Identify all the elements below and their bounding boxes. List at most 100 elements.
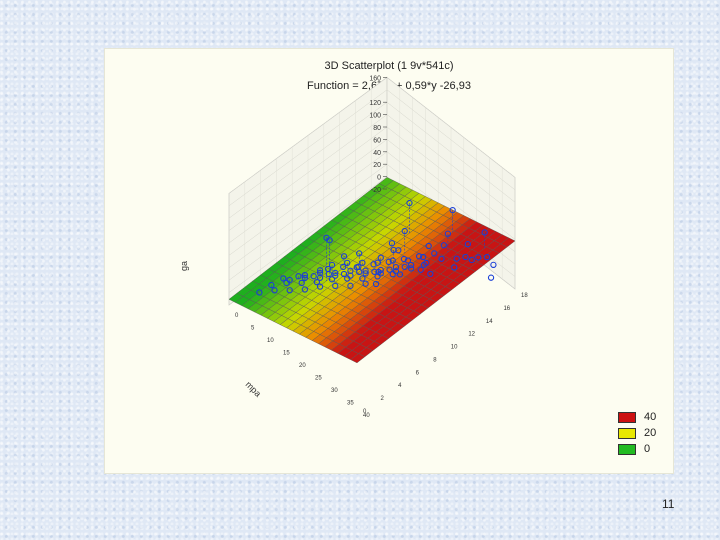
data-point — [332, 272, 339, 279]
data-point — [359, 259, 366, 266]
data-point — [362, 280, 369, 287]
data-point — [340, 253, 348, 260]
y-tick-label: 16 — [503, 306, 510, 312]
data-point — [271, 287, 278, 294]
data-point — [301, 274, 309, 282]
z-tick-label: 0 — [377, 175, 381, 182]
data-point — [451, 264, 458, 271]
data-point — [256, 289, 263, 296]
z-tick-label: 40 — [373, 150, 381, 157]
data-point — [372, 280, 380, 288]
data-point — [444, 230, 452, 237]
z-tick-label: -20 — [371, 187, 381, 194]
x-tick-label: 20 — [299, 363, 306, 369]
data-point — [406, 199, 413, 207]
data-point — [431, 250, 438, 257]
data-point — [377, 254, 384, 261]
x-tick-label: 35 — [347, 401, 354, 407]
data-point — [389, 271, 396, 278]
x-tick-label: 5 — [251, 326, 255, 332]
data-point — [438, 255, 445, 262]
data-point — [481, 229, 488, 236]
data-point — [415, 253, 423, 260]
y-tick-label: 8 — [433, 357, 437, 363]
surface-cell — [500, 237, 516, 248]
data-point — [400, 255, 408, 263]
data-point — [280, 275, 287, 282]
data-point — [316, 283, 324, 290]
data-point — [359, 275, 366, 282]
legend-label: 0 — [644, 443, 651, 455]
data-point — [347, 282, 354, 289]
data-point — [324, 265, 332, 273]
data-point — [355, 263, 362, 270]
legend-swatch-red — [618, 411, 636, 423]
data-point — [356, 250, 363, 257]
data-point — [332, 282, 339, 290]
data-point — [423, 259, 430, 267]
legend-swatch-green — [618, 443, 636, 455]
data-point — [286, 287, 293, 294]
z-tick-label: 160 — [369, 75, 381, 82]
data-point — [316, 274, 324, 281]
legend-item-20: 20 — [618, 425, 656, 441]
x-tick-label: 40 — [363, 413, 370, 419]
data-point — [283, 279, 290, 287]
z-tick-label: 60 — [373, 137, 381, 144]
x-tick-label: 0 — [235, 313, 239, 319]
data-points — [256, 199, 497, 296]
data-point — [313, 278, 321, 286]
data-point — [464, 241, 471, 248]
scatterplot-3d: 3D Scatterplot (1 9v*541c) Function = 2,… — [179, 60, 528, 419]
data-point — [295, 273, 302, 280]
data-point — [268, 281, 275, 289]
legend-swatch-yellow — [618, 427, 636, 439]
y-axis-label: mpa — [244, 379, 263, 398]
y-tick-label: 10 — [451, 345, 458, 351]
data-point — [301, 271, 309, 279]
data-point — [389, 257, 396, 264]
data-point — [374, 273, 381, 280]
z-tick-label: 100 — [369, 113, 381, 120]
legend-item-40: 40 — [618, 409, 656, 425]
data-point — [396, 271, 404, 278]
data-point — [385, 258, 392, 266]
data-point — [427, 270, 434, 278]
z-tick-label: 80 — [373, 125, 381, 132]
data-point — [401, 263, 408, 271]
data-point — [404, 257, 412, 264]
legend: 40 20 0 — [618, 409, 656, 457]
z-axis-label: ga — [179, 261, 189, 271]
y-tick-label: 2 — [381, 396, 385, 402]
data-point — [417, 266, 424, 273]
data-point — [453, 255, 460, 262]
z-tick-label: 120 — [369, 100, 381, 107]
x-tick-label: 10 — [267, 338, 274, 344]
data-point — [449, 207, 456, 214]
data-point — [419, 253, 427, 261]
data-point — [298, 279, 305, 287]
data-point — [468, 256, 475, 264]
data-point — [392, 264, 400, 271]
data-point — [377, 266, 384, 274]
data-point — [440, 242, 448, 249]
x-tick-label: 25 — [315, 376, 322, 382]
data-point — [483, 253, 491, 261]
data-point — [490, 261, 497, 269]
data-point — [370, 261, 377, 268]
y-tick-label: 18 — [521, 293, 528, 299]
data-point — [326, 237, 333, 244]
data-point — [388, 240, 396, 247]
axis-ticks: 160120100806040200-200510152025303540024… — [235, 75, 528, 419]
y-tick-label: 4 — [398, 383, 402, 389]
legend-label: 40 — [644, 411, 657, 423]
legend-label: 20 — [644, 427, 657, 439]
y-tick-label: 6 — [416, 370, 420, 376]
data-point — [374, 259, 381, 266]
y-tick-label: 12 — [468, 332, 475, 338]
z-tick-label: 20 — [373, 162, 381, 169]
data-point — [316, 267, 324, 274]
page-number: 11 — [662, 497, 675, 511]
data-point — [395, 247, 402, 254]
data-point — [371, 268, 378, 275]
